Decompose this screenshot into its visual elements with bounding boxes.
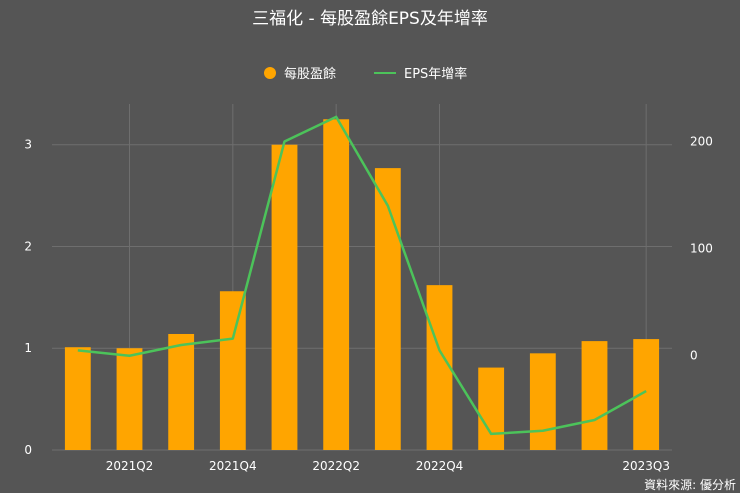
bar-series: [64, 119, 660, 451]
x-tick-label: 2021Q4: [209, 459, 257, 473]
growth-line: [77, 115, 647, 436]
bar: [478, 367, 505, 450]
legend-marker-eps: [264, 67, 276, 79]
gridlines: [52, 104, 672, 451]
line-series: [77, 115, 647, 436]
bar: [633, 339, 660, 450]
bar: [168, 333, 195, 450]
right-tick-label: 0: [690, 349, 698, 363]
bar: [64, 347, 91, 450]
bar: [426, 285, 453, 450]
bar: [374, 168, 401, 451]
bar: [581, 341, 608, 450]
source-note: 資料來源: 優分析: [644, 478, 736, 492]
x-tick-label: 2021Q2: [106, 459, 154, 473]
left-tick-label: 1: [24, 341, 32, 355]
x-tick-label: 2022Q2: [312, 459, 360, 473]
left-axis: 0 1 2 3: [24, 138, 32, 457]
right-tick-label: 200: [690, 134, 713, 148]
bar: [529, 353, 556, 450]
right-tick-label: 100: [690, 242, 713, 256]
left-tick-label: 0: [24, 443, 32, 457]
legend-label-eps: 每股盈餘: [284, 66, 336, 82]
legend: 每股盈餘 EPS年增率: [264, 66, 467, 82]
x-axis: 2021Q2 2021Q4 2022Q2 2022Q4 2023Q3: [106, 459, 670, 473]
chart-title: 三福化 - 每股盈餘EPS及年增率: [252, 9, 488, 29]
left-tick-label: 2: [24, 239, 32, 253]
bar: [116, 348, 143, 450]
right-axis: 0 100 200: [690, 134, 713, 362]
left-tick-label: 3: [24, 138, 32, 152]
x-tick-label: 2022Q4: [416, 459, 464, 473]
x-tick-label: 2023Q3: [622, 459, 670, 473]
bar: [219, 291, 246, 450]
bar: [271, 144, 298, 451]
legend-label-eps-growth: EPS年增率: [404, 66, 467, 82]
bar: [323, 119, 350, 450]
